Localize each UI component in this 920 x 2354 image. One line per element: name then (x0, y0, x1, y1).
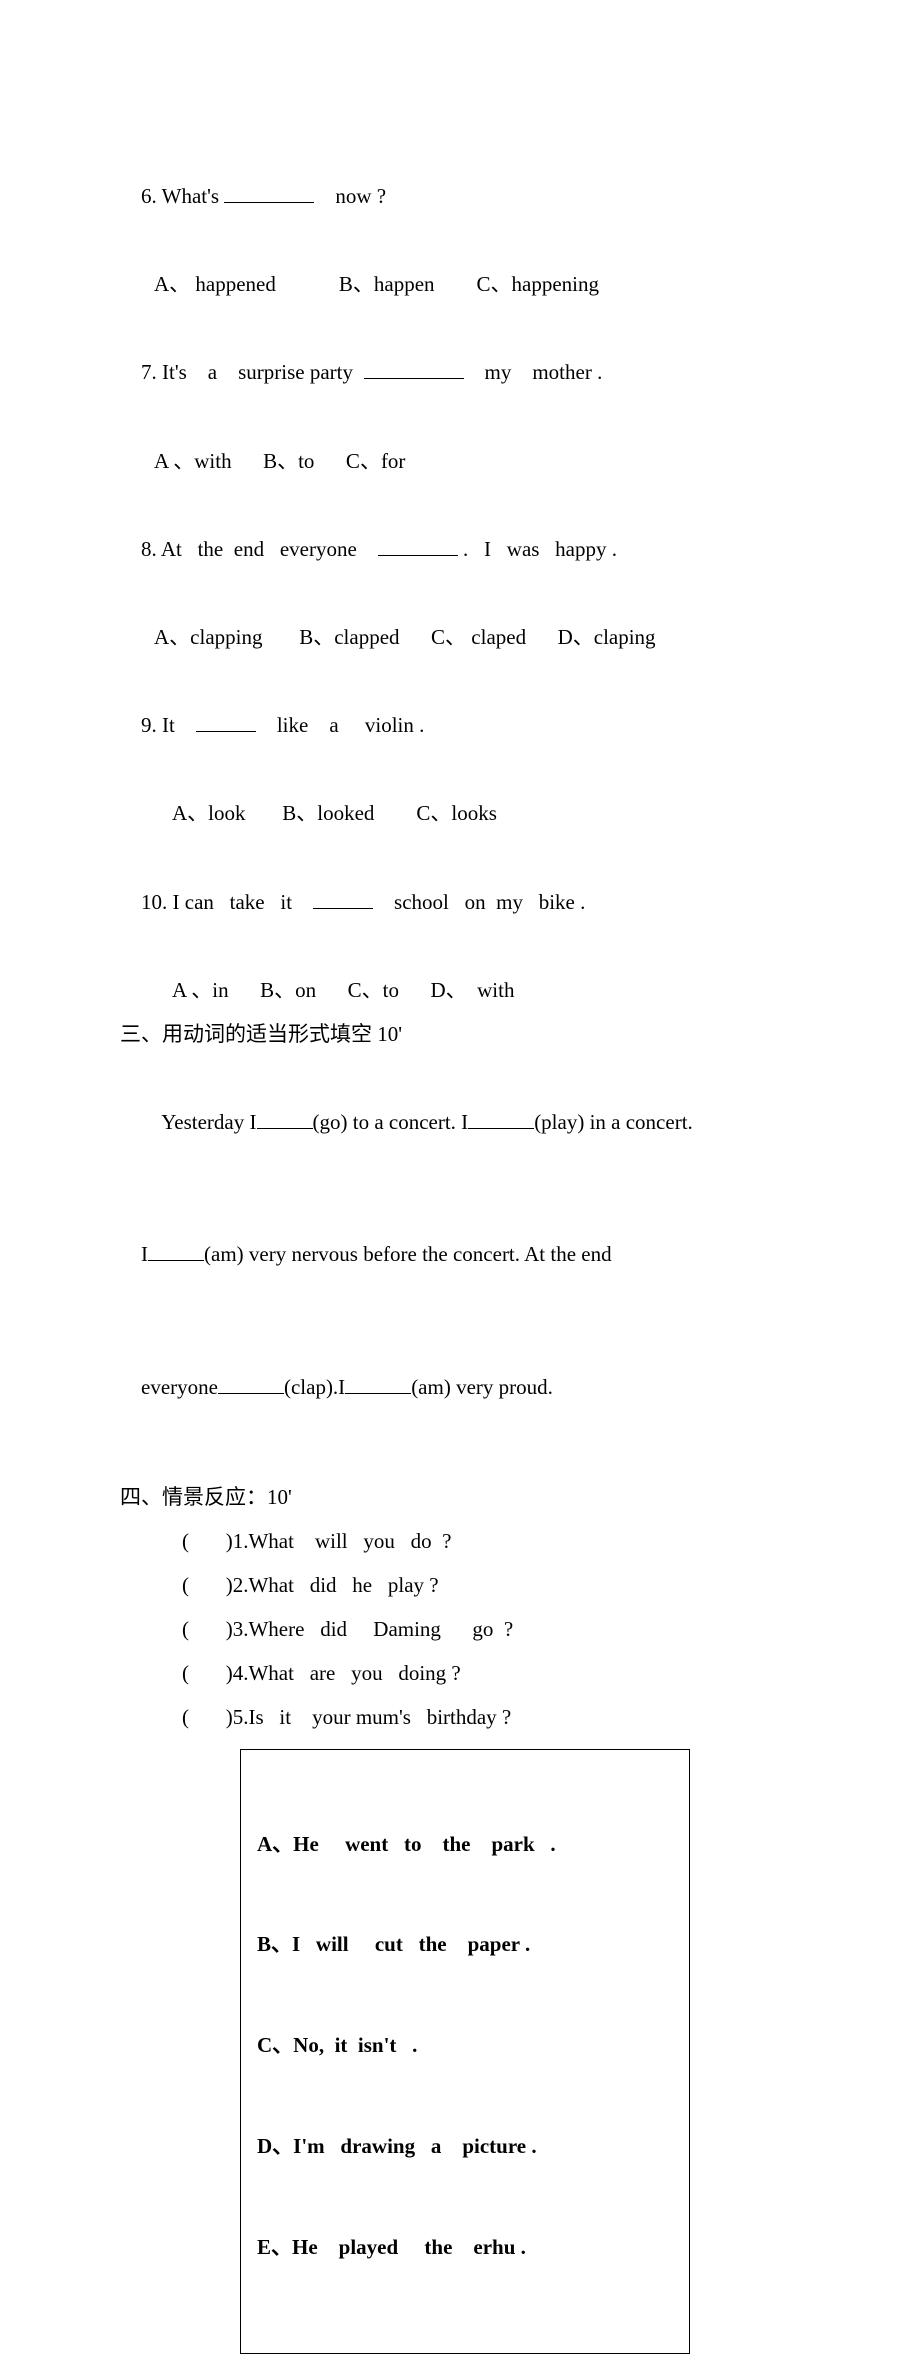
q10-stem-a: 10. I can take it (141, 890, 313, 914)
box-line-a: A、He went to the park . (257, 1828, 673, 1862)
q8-stem-a: 8. At the end everyone (141, 537, 378, 561)
box-line-b: B、I will cut the paper . (257, 1928, 673, 1962)
q10-blank[interactable] (313, 889, 373, 909)
q6-stem-b: now ? (314, 184, 386, 208)
q9-stem-b: like a violin . (256, 713, 425, 737)
question-9: 9. It like a violin . (120, 659, 810, 791)
match-q5[interactable]: ( )5.Is it your mum's birthday ? (120, 1695, 810, 1739)
match-q2[interactable]: ( )2.What did he play ? (120, 1563, 810, 1607)
section-3-line2: I (am) very nervous before the concert. A… (120, 1188, 810, 1320)
answer-box: A、He went to the park . B、I will cut the… (240, 1749, 690, 2354)
q7-options: A 、with B、to C、for (120, 439, 810, 483)
s3-p3c: (am) very proud. (411, 1375, 553, 1399)
s3-blank1[interactable] (257, 1109, 313, 1129)
q9-stem-a: 9. It (141, 713, 196, 737)
match-q3[interactable]: ( )3.Where did Daming go ? (120, 1607, 810, 1651)
q9-options: A、look B、looked C、looks (120, 791, 810, 835)
s3-p1c: (play) in a concert. (534, 1110, 693, 1134)
s3-p1a: Yesterday I (141, 1110, 257, 1134)
box-line-c: C、No, it isn't . (257, 2029, 673, 2063)
q7-stem-a: 7. It's a surprise party (141, 360, 364, 384)
section-3-line3: everyone (clap).I (am) very proud. (120, 1321, 810, 1453)
q10-stem-b: school on my bike . (373, 890, 585, 914)
worksheet-page: 6. What's now ? A、 happened B、happen C、h… (0, 0, 920, 2354)
q7-stem-b: my mother . (464, 360, 603, 384)
q9-blank[interactable] (196, 712, 256, 732)
s3-p2b: (am) very nervous before the concert. At… (204, 1242, 612, 1266)
s3-p3b: (clap).I (284, 1375, 345, 1399)
s3-blank5[interactable] (345, 1374, 411, 1394)
s3-p2a: I (141, 1242, 148, 1266)
match-q1[interactable]: ( )1.What will you do ? (120, 1519, 810, 1563)
q6-options: A、 happened B、happen C、happening (120, 262, 810, 306)
box-line-d: D、I'm drawing a picture . (257, 2130, 673, 2164)
s3-blank4[interactable] (218, 1374, 284, 1394)
q10-options: A 、in B、on C、to D、 with (120, 968, 810, 1012)
question-10: 10. I can take it school on my bike . (120, 836, 810, 968)
s3-blank3[interactable] (148, 1241, 204, 1261)
section-3-line1: Yesterday I (go) to a concert. I (play) in… (120, 1056, 810, 1188)
q6-blank[interactable] (224, 183, 314, 203)
question-8: 8. At the end everyone . I was happy . (120, 483, 810, 615)
q8-blank[interactable] (378, 536, 458, 556)
q6-stem-a: 6. What's (141, 184, 224, 208)
box-line-e: E、He played the erhu . (257, 2231, 673, 2265)
match-q4[interactable]: ( )4.What are you doing ? (120, 1651, 810, 1695)
section-4-title: 四、情景反应：10' (120, 1475, 810, 1519)
q8-stem-b: . I was happy . (458, 537, 617, 561)
q7-blank[interactable] (364, 360, 464, 380)
question-7: 7. It's a surprise party my mother . (120, 306, 810, 438)
section-3-title: 三、用动词的适当形式填空 10' (120, 1012, 810, 1056)
q8-options: A、clapping B、clapped C、 claped D、claping (120, 615, 810, 659)
question-6: 6. What's now ? (120, 130, 810, 262)
s3-p3a: everyone (141, 1375, 218, 1399)
s3-blank2[interactable] (468, 1109, 534, 1129)
s3-p1b: (go) to a concert. I (313, 1110, 469, 1134)
